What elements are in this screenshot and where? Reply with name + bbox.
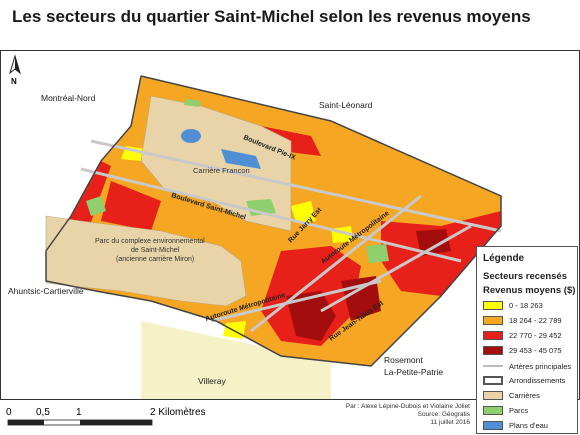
scale-tick-0: 0: [6, 407, 12, 418]
legend-section: Secteurs recensés: [483, 271, 567, 282]
legend-plans-eau-swatch: [483, 420, 503, 430]
map-legend: Légende Secteurs recensés Revenus moyens…: [476, 246, 578, 434]
label-saint-leonard: Saint-Léonard: [319, 100, 373, 110]
legend-arteres-label: Artères principales: [509, 361, 572, 371]
scale-tick-2: 2 Kilomètres: [150, 407, 206, 418]
legend-arrondissements: Arrondissements: [483, 374, 565, 386]
credits-line-3: 11 juillet 2016: [430, 419, 470, 426]
legend-class-2-label: 18 264 - 22 789: [509, 315, 562, 325]
north-arrow-icon: [9, 54, 21, 75]
legend-parcs-swatch: [483, 405, 503, 415]
legend-header: Légende: [483, 253, 525, 264]
credits-line-2: Source: Géogratis: [417, 411, 470, 418]
legend-carrieres: Carrières: [483, 389, 540, 401]
north-label: N: [11, 77, 17, 86]
main-arteries: [80, 139, 502, 333]
legend-swatch-2: [483, 315, 503, 325]
legend-plans-eau-label: Plans d'eau: [509, 420, 548, 430]
legend-class-1: 0 - 18 263: [483, 299, 543, 311]
sector-red-east: [381, 211, 501, 296]
map-canvas: N Montréal-Nord Saint-Léonard Ahuntsic-C…: [1, 54, 502, 399]
water-2: [221, 149, 261, 169]
legend-class-4-label: 29 453 - 45 075: [509, 345, 562, 355]
scale-bar-segment-2: [80, 420, 152, 425]
map-frame: N Montréal-Nord Saint-Léonard Ahuntsic-C…: [0, 50, 580, 400]
legend-artery-line: [483, 365, 503, 367]
park-3: [366, 244, 389, 263]
scale-tick-1: 1: [76, 407, 82, 418]
label-rosemont-2: La-Petite-Patrie: [384, 367, 443, 377]
label-rosemont-1: Rosemont: [384, 355, 423, 365]
map-credits: Par : Alexe Lépine-Dubois et Violaine Jo…: [330, 403, 470, 427]
label-ahuntsic: Ahuntsic-Cartierville: [8, 286, 84, 296]
label-villeray: Villeray: [198, 376, 226, 386]
legend-carrieres-label: Carrières: [509, 390, 540, 400]
map-title: Les secteurs du quartier Saint-Michel se…: [12, 7, 531, 26]
scale-bar-segment-1: [8, 420, 44, 425]
quarry-francon: [140, 95, 292, 232]
sector-yellow-3: [291, 201, 316, 223]
legend-subsection: Revenus moyens ($): [483, 285, 576, 296]
legend-parcs: Parcs: [483, 404, 528, 416]
legend-carrieres-swatch: [483, 390, 503, 400]
arrondissement-boundary: [45, 75, 502, 367]
park-1: [86, 196, 106, 216]
legend-arrondissements-label: Arrondissements: [509, 375, 566, 385]
legend-swatch-3: [483, 330, 503, 340]
sector-red-north-west: [101, 181, 161, 231]
label-parc-line1: Parc du complexe environnemental: [95, 238, 205, 245]
label-carriere-francon: Carrière Francon: [193, 166, 250, 175]
legend-class-1-label: 0 - 18 263: [509, 300, 543, 310]
legend-parcs-label: Parcs: [509, 405, 529, 415]
legend-arteres: Artères principales: [483, 360, 571, 372]
sector-yellow-4: [223, 321, 246, 339]
legend-class-3-label: 22 770 - 29 452: [509, 330, 562, 340]
arrondissement-villeray-area: [141, 321, 331, 399]
legend-class-4: 29 453 - 45 075: [483, 344, 562, 356]
sector-darkred-1: [286, 291, 336, 341]
park-4: [184, 99, 201, 107]
scale-tick-05: 0,5: [36, 407, 50, 418]
label-parc-line3: (ancienne carrière Miron): [116, 256, 194, 263]
legend-class-3: 22 770 - 29 452: [483, 329, 562, 341]
label-montreal-nord: Montréal-Nord: [41, 93, 96, 103]
label-parc-line2: de Saint-Michel: [131, 247, 180, 254]
legend-class-2: 18 264 - 22 789: [483, 314, 562, 326]
legend-plans-eau: Plans d'eau: [483, 419, 548, 431]
sector-darkred-3: [416, 229, 451, 256]
legend-swatch-4: [483, 345, 503, 355]
scale-bar: 0 0,5 1 2 Kilomètres: [6, 407, 206, 426]
legend-swatch-1: [483, 300, 503, 310]
legend-arrondissement-swatch: [483, 375, 503, 385]
water-1: [181, 129, 201, 143]
credits-line-1: Par : Alexe Lépine-Dubois et Violaine Jo…: [345, 403, 470, 410]
